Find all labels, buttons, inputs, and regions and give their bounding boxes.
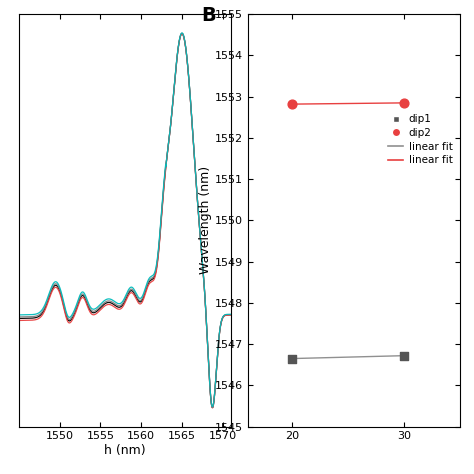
- Point: [289, 100, 296, 108]
- X-axis label: h (nm): h (nm): [104, 444, 146, 457]
- Y-axis label: Wavelength (nm): Wavelength (nm): [199, 166, 212, 274]
- Point: [400, 99, 408, 107]
- Text: B: B: [201, 6, 216, 25]
- Legend: dip1, dip2, linear fit, linear fit: dip1, dip2, linear fit, linear fit: [383, 110, 456, 169]
- Point: [289, 355, 296, 362]
- Point: [400, 352, 408, 359]
